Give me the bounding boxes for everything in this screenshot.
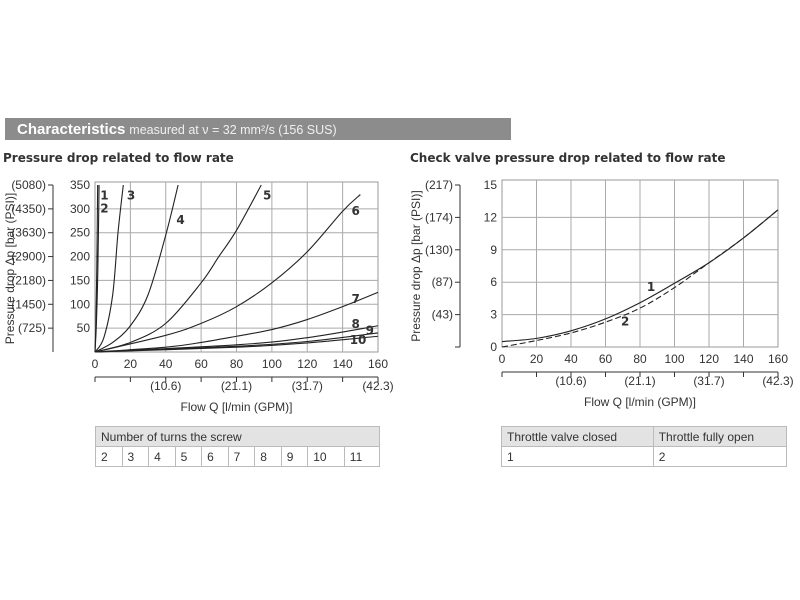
turns-cell: 8 bbox=[254, 446, 282, 467]
secondary-y-tick-label: (5080) bbox=[11, 178, 46, 192]
turns-cell: 9 bbox=[280, 446, 309, 467]
series-label-7: 7 bbox=[351, 292, 359, 306]
series-label-3: 3 bbox=[127, 188, 135, 202]
series-line-3 bbox=[94, 184, 124, 353]
secondary-y-tick-label: (217) bbox=[425, 178, 453, 192]
secondary-x-tick-label: (31.7) bbox=[693, 374, 724, 388]
secondary-y-tick-label: (725) bbox=[18, 321, 46, 335]
x-tick-label: 60 bbox=[599, 352, 613, 366]
series-label-4: 4 bbox=[176, 213, 184, 227]
y-tick-label: 9 bbox=[490, 243, 497, 257]
secondary-y-tick-label: (87) bbox=[432, 275, 453, 289]
x-axis-label: Flow Q [l/min (GPM)] bbox=[584, 395, 696, 409]
turns-cell: 5 bbox=[174, 446, 203, 467]
secondary-y-tick-label: (130) bbox=[425, 243, 453, 257]
secondary-x-tick-label: (10.6) bbox=[555, 374, 586, 388]
x-axis-label: Flow Q [l/min (GPM)] bbox=[180, 400, 292, 414]
chart-title: Pressure drop related to flow rate bbox=[3, 151, 234, 165]
secondary-x-tick-label: (10.6) bbox=[150, 379, 181, 393]
turns-cell: 4 bbox=[148, 446, 176, 467]
y-tick-label: 300 bbox=[70, 202, 90, 216]
banner-subtitle: measured at ν = 32 mm²/s (156 SUS) bbox=[129, 123, 337, 137]
turns-cell: 10 bbox=[307, 446, 345, 467]
throttle-value-open: 2 bbox=[652, 446, 788, 467]
throttle-header-closed: Throttle valve closed bbox=[501, 426, 654, 447]
series-line-5 bbox=[94, 184, 262, 353]
y-tick-label: 100 bbox=[70, 297, 90, 311]
turns-table: Number of turns the screw 2 3 4 5 6 7 8 9 10 11 bbox=[95, 426, 381, 467]
x-tick-label: 0 bbox=[92, 357, 99, 371]
secondary-y-tick-label: (4350) bbox=[11, 202, 46, 216]
y-tick-label: 250 bbox=[70, 226, 90, 240]
series-label-1: 1 bbox=[647, 280, 655, 294]
x-tick-label: 80 bbox=[633, 352, 647, 366]
x-tick-label: 100 bbox=[664, 352, 684, 366]
y-tick-label: 6 bbox=[490, 275, 497, 289]
x-tick-label: 20 bbox=[530, 352, 544, 366]
y-axis-label: Pressure drop Δp [bar (PSI)] bbox=[3, 193, 17, 344]
secondary-x-tick-label: (21.1) bbox=[624, 374, 655, 388]
series-label-9: 9 bbox=[366, 323, 374, 337]
throttle-value-closed: 1 bbox=[501, 446, 654, 467]
series-line-2 bbox=[94, 184, 100, 353]
x-tick-label: 40 bbox=[159, 357, 173, 371]
secondary-x-tick-label: (42.3) bbox=[762, 374, 793, 388]
series-line-10 bbox=[94, 335, 379, 353]
series-label-6: 6 bbox=[351, 204, 359, 218]
x-tick-label: 120 bbox=[297, 357, 317, 371]
throttle-header-open: Throttle fully open bbox=[652, 426, 788, 447]
series-line-2 bbox=[501, 209, 779, 348]
secondary-y-tick-label: (174) bbox=[425, 210, 453, 224]
y-tick-label: 50 bbox=[77, 321, 91, 335]
y-tick-label: 12 bbox=[484, 210, 498, 224]
x-tick-label: 80 bbox=[230, 357, 244, 371]
turns-cell: 3 bbox=[121, 446, 150, 467]
x-tick-label: 140 bbox=[733, 352, 753, 366]
secondary-x-tick-label: (42.3) bbox=[362, 379, 393, 393]
x-tick-label: 160 bbox=[368, 357, 388, 371]
y-tick-label: 350 bbox=[70, 178, 90, 192]
x-tick-label: 0 bbox=[499, 352, 506, 366]
secondary-y-tick-label: (2900) bbox=[11, 250, 46, 264]
secondary-y-tick-label: (1450) bbox=[11, 297, 46, 311]
secondary-x-tick-label: (21.1) bbox=[221, 379, 252, 393]
turns-table-header: Number of turns the screw bbox=[95, 426, 380, 447]
series-label-2: 2 bbox=[100, 202, 108, 216]
secondary-y-tick-label: (3630) bbox=[11, 226, 46, 240]
x-tick-label: 120 bbox=[699, 352, 719, 366]
y-tick-label: 150 bbox=[70, 273, 90, 287]
x-tick-label: 40 bbox=[564, 352, 578, 366]
characteristics-banner: Characteristics measured at ν = 32 mm²/s… bbox=[5, 118, 511, 140]
x-tick-label: 100 bbox=[262, 357, 282, 371]
turns-cell: 6 bbox=[201, 446, 229, 467]
x-tick-label: 60 bbox=[194, 357, 208, 371]
y-tick-label: 0 bbox=[490, 340, 497, 354]
series-label-1: 1 bbox=[100, 188, 108, 202]
series-label-8: 8 bbox=[351, 317, 359, 331]
secondary-y-tick-label: (43) bbox=[432, 308, 453, 322]
banner-title: Characteristics bbox=[17, 121, 126, 138]
turns-cell: 11 bbox=[343, 446, 381, 467]
throttle-table: Throttle valve closed Throttle fully open… bbox=[501, 426, 788, 467]
y-axis-label: Pressure drop Δp [bar (PSI)] bbox=[409, 190, 423, 341]
y-tick-label: 15 bbox=[484, 178, 498, 192]
series-line-6 bbox=[94, 194, 361, 353]
y-tick-label: 200 bbox=[70, 250, 90, 264]
series-label-10: 10 bbox=[350, 333, 367, 347]
y-tick-label: 3 bbox=[490, 308, 497, 322]
chart-title: Check valve pressure drop related to flo… bbox=[410, 151, 726, 165]
series-label-5: 5 bbox=[263, 188, 271, 202]
secondary-y-tick-label: (2180) bbox=[11, 273, 46, 287]
turns-cell: 7 bbox=[227, 446, 256, 467]
x-tick-label: 140 bbox=[333, 357, 353, 371]
x-tick-label: 160 bbox=[768, 352, 788, 366]
secondary-x-tick-label: (31.7) bbox=[292, 379, 323, 393]
series-label-2: 2 bbox=[621, 314, 629, 328]
series-line-4 bbox=[94, 184, 179, 353]
series-line-7 bbox=[94, 291, 379, 353]
turns-cell: 2 bbox=[95, 446, 123, 467]
x-tick-label: 20 bbox=[124, 357, 138, 371]
